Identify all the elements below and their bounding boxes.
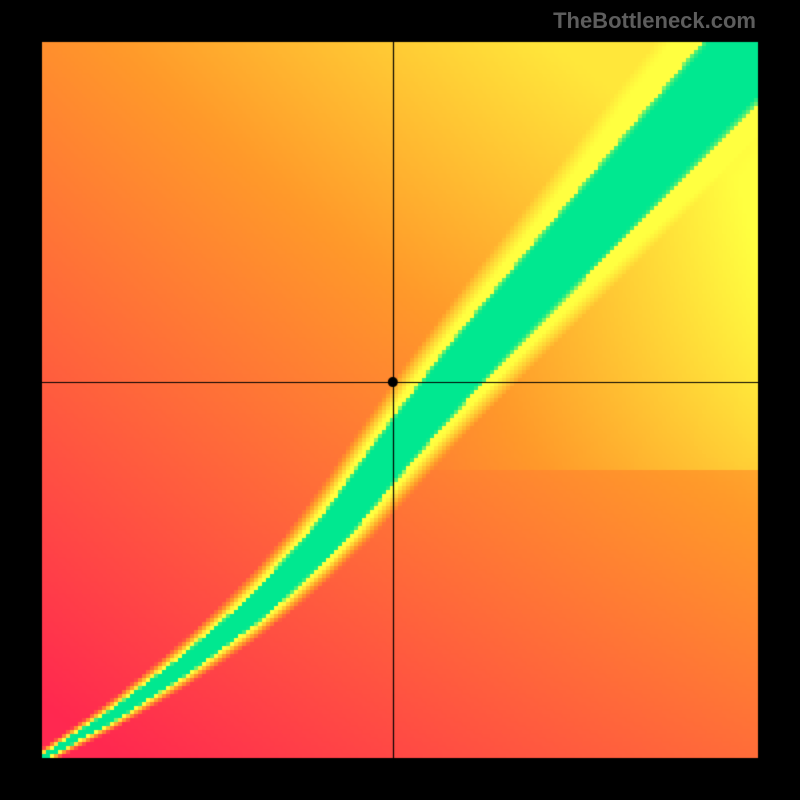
chart-container: TheBottleneck.com xyxy=(0,0,800,800)
watermark-text: TheBottleneck.com xyxy=(553,8,756,34)
heatmap-canvas xyxy=(0,0,800,800)
